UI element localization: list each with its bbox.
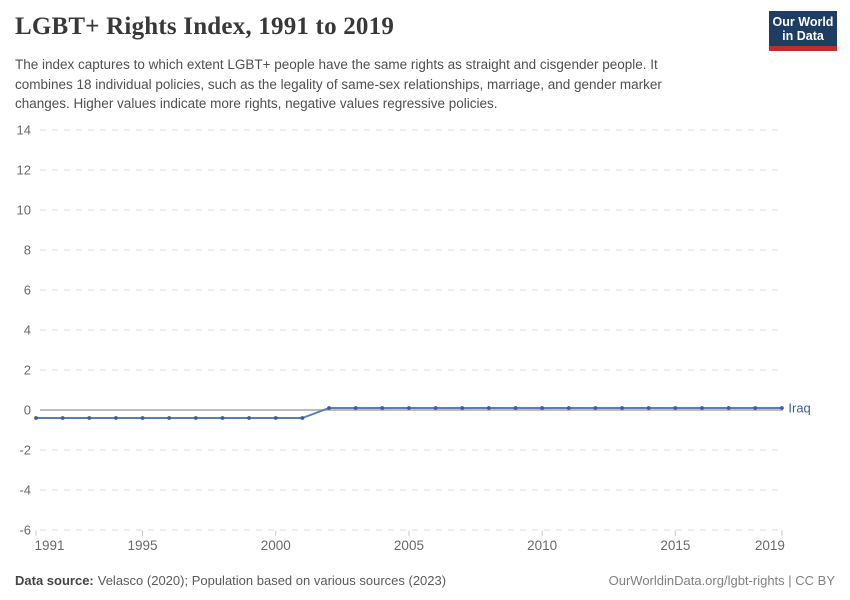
data-point[interactable] (167, 416, 172, 420)
data-source-text: Velasco (2020); Population based on vari… (97, 573, 447, 588)
y-tick-label: 2 (24, 363, 31, 378)
data-point[interactable] (593, 406, 598, 410)
data-point[interactable] (407, 406, 411, 410)
y-tick-label: -6 (19, 523, 31, 538)
x-tick-label: 2010 (527, 538, 557, 553)
y-tick-label: 12 (17, 163, 31, 178)
data-point[interactable] (247, 416, 252, 420)
data-point[interactable] (34, 416, 38, 420)
y-tick-label: 14 (17, 123, 31, 138)
data-point[interactable] (700, 406, 704, 410)
y-tick-label: 4 (24, 323, 31, 338)
owid-logo-line2: in Data (782, 29, 824, 43)
y-tick-label: -2 (19, 443, 31, 458)
data-point[interactable] (193, 416, 198, 420)
data-point[interactable] (433, 406, 438, 410)
x-tick-label: 2005 (394, 538, 424, 553)
data-point[interactable] (620, 406, 624, 410)
data-source-label: Data source: (15, 573, 94, 588)
data-point[interactable] (380, 406, 385, 410)
data-point[interactable] (353, 406, 358, 410)
y-tick-label: 0 (24, 403, 31, 418)
data-point[interactable] (273, 416, 278, 420)
x-tick-label: 2000 (261, 538, 291, 553)
data-point[interactable] (780, 406, 784, 410)
y-tick-label: 8 (24, 243, 31, 258)
owid-logo[interactable]: Our World in Data (769, 11, 837, 51)
data-point[interactable] (566, 406, 571, 410)
owid-logo-line1: Our World (772, 15, 834, 29)
chart-footer: Data source: Velasco (2020); Population b… (15, 573, 835, 588)
data-point[interactable] (460, 406, 465, 410)
data-point[interactable] (140, 416, 145, 420)
credit-link[interactable]: OurWorldinData.org/lgbt-rights | CC BY (608, 573, 835, 588)
data-point[interactable] (646, 406, 651, 410)
data-point[interactable] (673, 406, 678, 410)
data-point[interactable] (87, 416, 92, 420)
data-point[interactable] (753, 406, 758, 410)
entity-label[interactable]: Iraq (788, 401, 810, 416)
chart-subtitle: The index captures to which extent LGBT+… (15, 57, 662, 111)
data-point[interactable] (220, 416, 225, 420)
x-tick-label: 1991 (35, 538, 65, 553)
x-tick-label: 2019 (755, 538, 785, 553)
data-point[interactable] (327, 406, 331, 410)
data-point[interactable] (60, 416, 65, 420)
data-point[interactable] (114, 416, 118, 420)
y-tick-label: 10 (17, 203, 31, 218)
data-point[interactable] (486, 406, 491, 410)
data-point[interactable] (300, 416, 305, 420)
y-tick-label: -4 (19, 483, 31, 498)
data-point[interactable] (513, 406, 518, 410)
page-title: LGBT+ Rights Index, 1991 to 2019 (15, 13, 395, 40)
x-tick-label: 2015 (660, 538, 690, 553)
data-point[interactable] (726, 406, 731, 410)
data-source-note: Data source: Velasco (2020); Population b… (15, 573, 446, 588)
data-point[interactable] (540, 406, 545, 410)
y-tick-label: 6 (24, 283, 31, 298)
x-tick-label: 1995 (128, 538, 158, 553)
